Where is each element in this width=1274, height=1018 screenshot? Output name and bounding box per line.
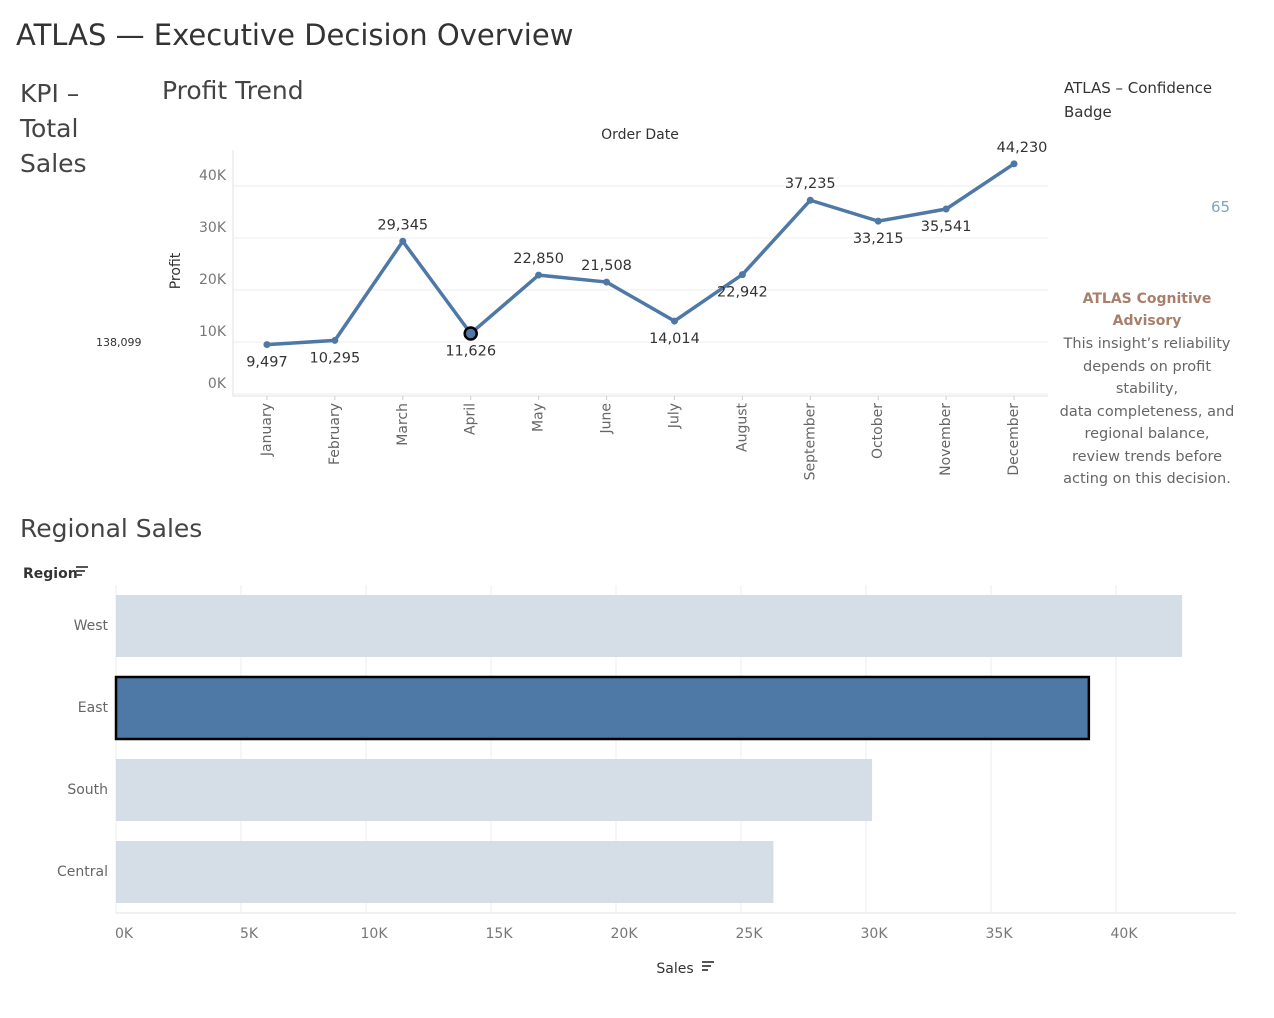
y-tick-label: 10K [199,324,227,340]
data-label: 22,850 [513,251,564,267]
x-tick-label: 35K [986,926,1014,942]
data-label: 29,345 [377,217,428,233]
data-label: 44,230 [997,140,1048,156]
point [806,196,814,204]
kpi-value: 138,099 [96,336,142,349]
line-title: Profit Trend [162,76,304,105]
x-tick-label: 0K [115,926,134,942]
bar [116,595,1183,657]
x-axis-title: Sales [656,961,693,977]
point [331,336,339,344]
advisory-line: This insight’s reliability [1063,336,1231,352]
data-label: 22,942 [717,285,768,301]
advisory-text: This insight’s reliability depends on pro… [1052,333,1242,491]
advisory-line: stability, [1115,381,1179,397]
advisory-title: ATLAS Cognitive Advisory [1082,291,1212,329]
y-axis-title: Profit [168,252,184,289]
y-tick-label: 0K [208,376,227,392]
y-tick-label: West [74,618,109,634]
kpi-title: KPI – Total Sales [20,79,87,178]
x-tick-label: 10K [361,926,389,942]
x-tick-label: October [870,403,886,459]
data-label: 35,541 [921,219,972,235]
x-tick-label: November [938,403,954,476]
data-label: 21,508 [581,258,632,274]
data-label: 33,215 [853,231,904,247]
point [399,237,407,245]
y-axis-title: Region [23,566,78,582]
point [263,341,271,349]
bar [116,759,873,821]
point [874,217,882,225]
bar [114,675,1091,741]
x-tick-label: 20K [611,926,639,942]
x-tick-label: August [734,402,750,452]
badge-value: 65 [1211,198,1231,216]
advisory-line: regional balance, [1084,426,1210,442]
y-tick-label: 40K [199,168,227,184]
badge-title: ATLAS – Confidence Badge [1064,79,1213,121]
y-tick-label: East [78,700,109,716]
x-tick-label: February [327,403,343,465]
x-tick-label: July [666,403,682,429]
point [535,271,543,279]
x-tick-label: 5K [240,926,259,942]
bar-title: Regional Sales [20,514,203,543]
profit-line [266,162,1016,347]
data-label: 14,014 [649,331,700,347]
advisory-line: data completeness, and [1059,403,1235,420]
x-tick-label: 40K [1111,926,1139,942]
y-tick-label: South [67,782,108,798]
data-label: 10,295 [310,350,361,366]
advisory-line: acting on this decision. [1063,471,1231,487]
x-tick-label: June [599,403,615,435]
x-tick-label: April [463,403,479,435]
y-tick-label: Central [57,864,108,880]
advisory-line: review trends before [1071,448,1223,465]
data-label: 37,235 [785,176,836,192]
dashboard-title: ATLAS — Executive Decision Overview [16,18,574,52]
x-axis-title: Order Date [601,127,679,143]
x-tick-label: 25K [736,926,764,942]
point [1010,160,1018,168]
y-tick-label: 30K [199,220,227,236]
x-tick-label: 30K [861,926,889,942]
data-label: 11,626 [445,343,496,359]
point [942,205,950,213]
point [670,317,678,325]
x-tick-label: May [531,403,547,432]
x-tick-label: September [802,403,818,481]
point [738,271,746,279]
x-tick-label: March [395,403,411,446]
point [463,326,478,341]
advisory-line: depends on profit [1082,358,1211,375]
bar [116,841,774,903]
point [603,278,611,286]
x-tick-label: December [1006,403,1022,476]
x-tick-label: 15K [486,926,514,942]
x-tick-label: January [259,403,275,457]
data-label: 9,497 [246,355,288,371]
y-tick-label: 20K [199,272,227,288]
